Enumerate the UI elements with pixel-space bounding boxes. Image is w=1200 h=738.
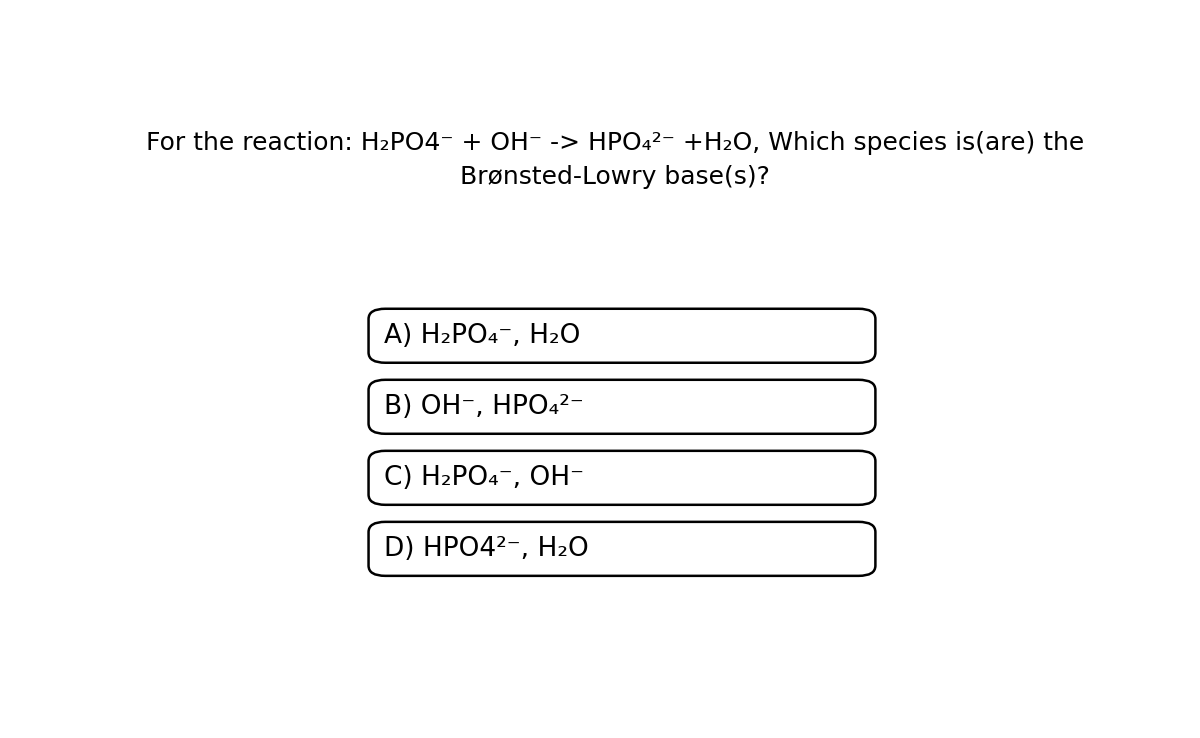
FancyBboxPatch shape xyxy=(368,308,876,363)
Text: D) HPO4²⁻, H₂O: D) HPO4²⁻, H₂O xyxy=(384,536,589,562)
Text: For the reaction: H₂PO4⁻ + OH⁻ -> HPO₄²⁻ +H₂O, Which species is(are) the: For the reaction: H₂PO4⁻ + OH⁻ -> HPO₄²⁻… xyxy=(146,131,1084,154)
Text: A) H₂PO₄⁻, H₂O: A) H₂PO₄⁻, H₂O xyxy=(384,323,581,349)
FancyBboxPatch shape xyxy=(368,451,876,505)
FancyBboxPatch shape xyxy=(368,380,876,434)
Text: C) H₂PO₄⁻, OH⁻: C) H₂PO₄⁻, OH⁻ xyxy=(384,465,584,491)
FancyBboxPatch shape xyxy=(368,522,876,576)
Text: B) OH⁻, HPO₄²⁻: B) OH⁻, HPO₄²⁻ xyxy=(384,394,584,420)
Text: Brønsted-Lowry base(s)?: Brønsted-Lowry base(s)? xyxy=(460,165,770,189)
